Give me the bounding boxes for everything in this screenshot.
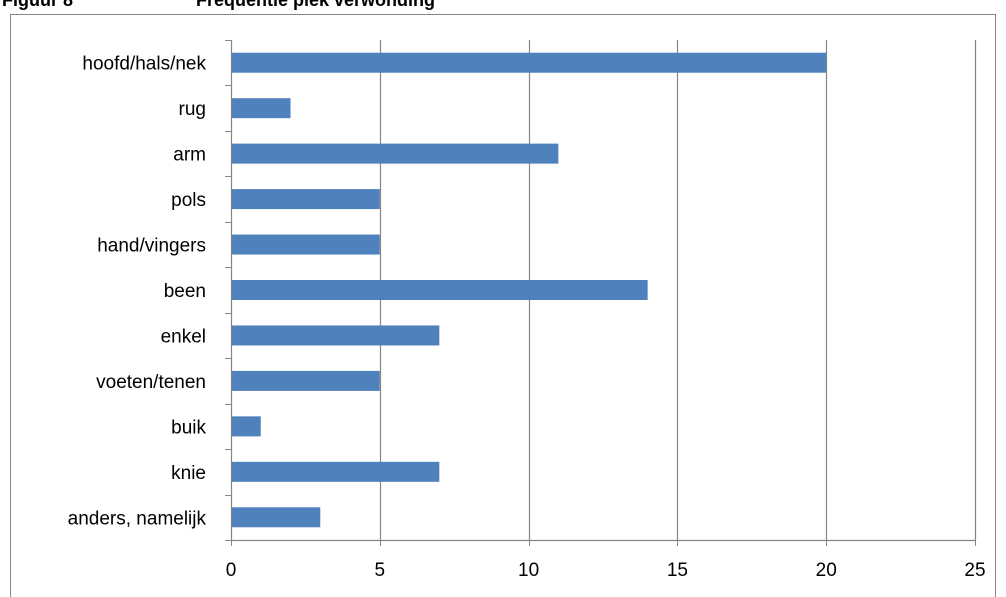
category-label-8: buik <box>171 417 206 438</box>
category-label-9: knie <box>171 463 206 484</box>
chart-frame <box>10 14 996 597</box>
bar-0 <box>232 52 827 73</box>
bar-6 <box>232 325 440 346</box>
category-label-2: arm <box>173 145 206 166</box>
x-tick-label-5: 5 <box>375 560 386 581</box>
category-label-10: anders, namelijk <box>68 508 207 529</box>
figure-header: Figuur 8 Frequentie plek verwonding <box>0 0 1006 14</box>
bar-4 <box>232 234 380 255</box>
x-tick-label-0: 0 <box>226 560 237 581</box>
x-tick-label-15: 15 <box>667 560 688 581</box>
category-label-5: been <box>164 281 206 302</box>
figure-label: Figuur 8 <box>2 0 73 10</box>
x-tick-label-25: 25 <box>964 560 985 581</box>
category-label-6: enkel <box>161 326 206 347</box>
category-labels: hoofd/hals/nek rug arm pols hand/vingers been… <box>68 54 207 530</box>
category-label-4: hand/vingers <box>97 236 206 257</box>
tick-labels: 0 5 10 15 20 25 <box>226 560 986 581</box>
category-label-7: voeten/tenen <box>96 372 206 393</box>
x-tick-label-20: 20 <box>816 560 837 581</box>
bars <box>232 52 827 528</box>
bar-7 <box>232 370 380 391</box>
bar-2 <box>232 143 559 164</box>
bar-3 <box>232 189 380 210</box>
bar-1 <box>232 98 291 119</box>
bar-10 <box>232 507 321 528</box>
category-label-0: hoofd/hals/nek <box>82 54 206 75</box>
category-label-1: rug <box>179 99 206 120</box>
x-tick-label-10: 10 <box>518 560 539 581</box>
category-label-3: pols <box>171 190 206 211</box>
bar-5 <box>232 280 648 300</box>
figure-title: Frequentie plek verwonding <box>196 0 436 10</box>
bar-8 <box>232 416 261 437</box>
bar-9 <box>232 461 440 482</box>
axes <box>225 40 976 546</box>
